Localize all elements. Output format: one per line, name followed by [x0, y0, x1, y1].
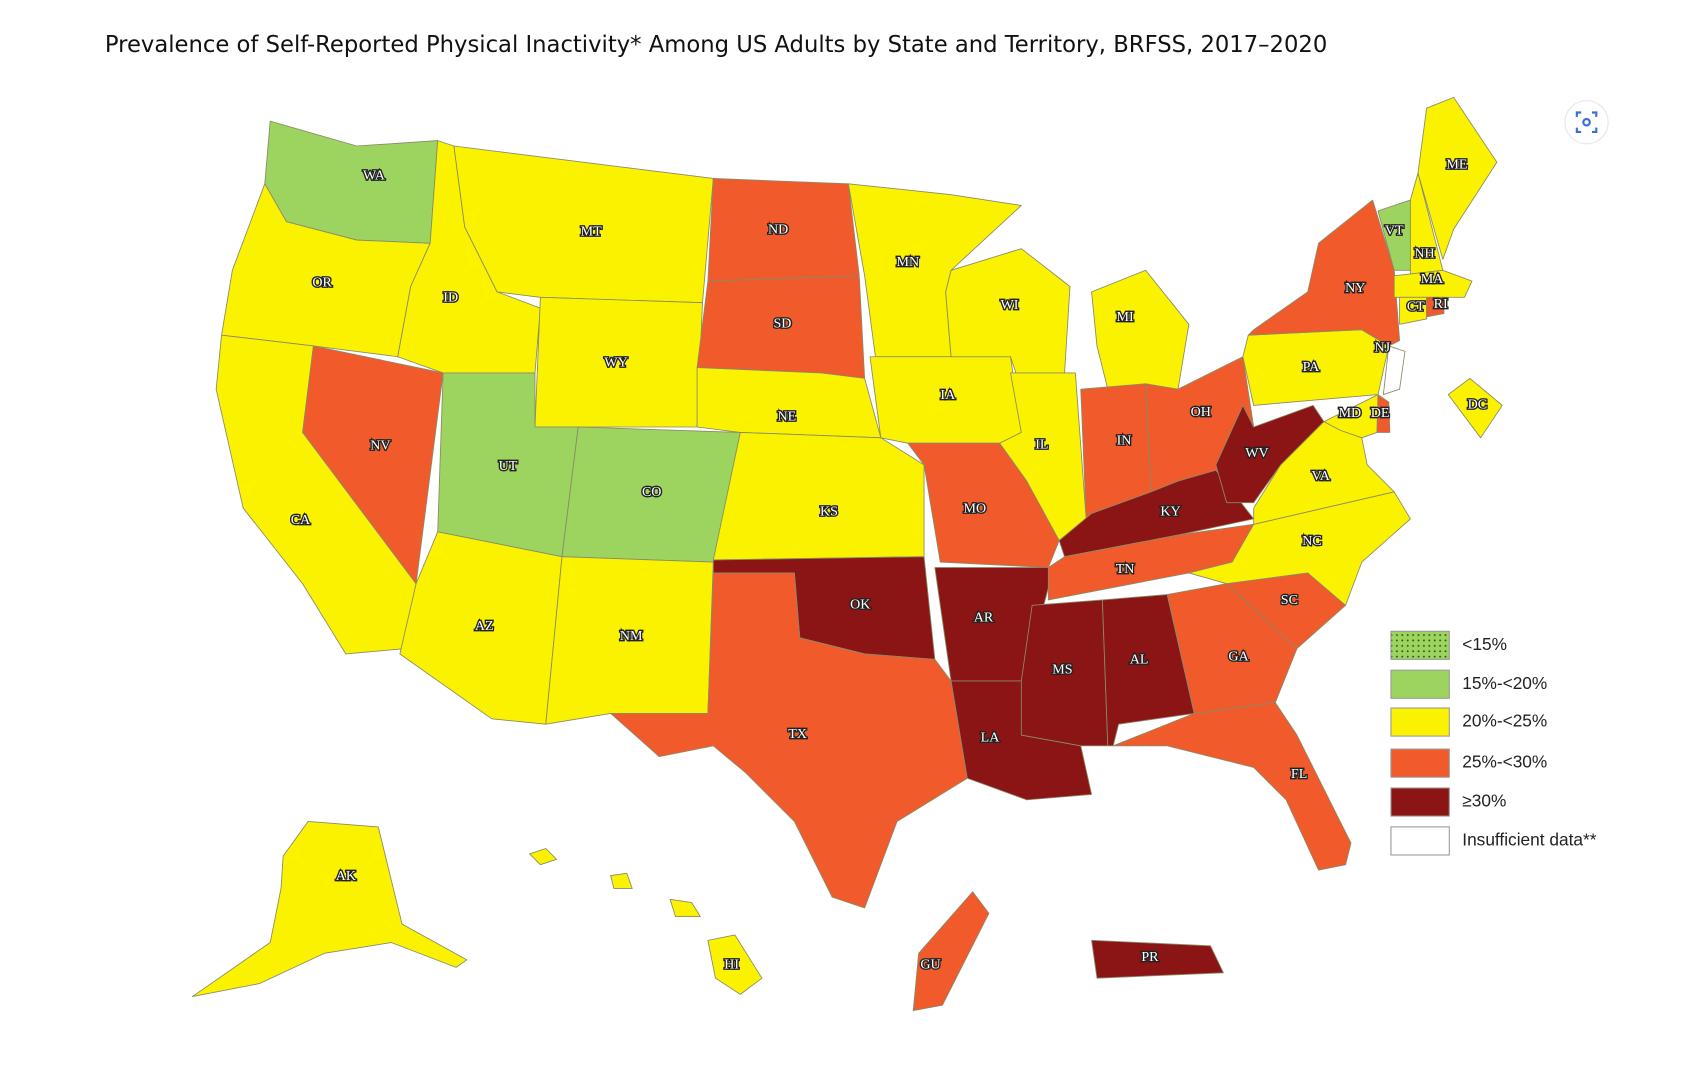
state-label: HI	[724, 956, 739, 972]
state-shape	[1447, 377, 1503, 439]
state-label: NV	[370, 438, 390, 454]
legend-swatch	[1390, 748, 1450, 778]
state-label: ME	[1446, 157, 1467, 173]
legend-label: Insufficient data**	[1462, 830, 1596, 850]
state-shape	[712, 431, 925, 561]
state-shape	[1091, 939, 1224, 979]
state-shape	[1247, 199, 1401, 347]
state-label: OH	[1191, 404, 1211, 420]
state-label: WA	[363, 167, 386, 183]
state-shape	[912, 891, 990, 1012]
state-label: WY	[604, 354, 627, 370]
state-shape	[1323, 394, 1379, 439]
state-label: NE	[777, 408, 796, 424]
state-label: AZ	[475, 618, 494, 634]
state-label: AK	[336, 868, 356, 884]
state-shape	[696, 367, 882, 439]
state-label: IN	[1117, 432, 1132, 448]
state-shape	[1112, 702, 1352, 871]
state-label: NC	[1302, 533, 1322, 549]
legend-label: 25%-<30%	[1462, 752, 1547, 772]
state-label: FL	[1291, 766, 1307, 782]
state-label: IA	[940, 387, 956, 403]
state-label: CT	[1407, 298, 1425, 314]
state-shape	[1417, 96, 1498, 260]
state-label: LA	[981, 729, 1001, 745]
state-label: OK	[850, 597, 870, 613]
state-label: UT	[499, 458, 518, 474]
legend-label: ≥30%	[1462, 791, 1506, 811]
state-label: AR	[974, 610, 994, 626]
state-label: GU	[920, 956, 940, 972]
state-shape	[1188, 491, 1411, 606]
state-label: KY	[1160, 504, 1180, 520]
state-shape	[1393, 269, 1473, 298]
state-label: MT	[581, 224, 602, 240]
state-shape	[1399, 296, 1428, 325]
state-label: VA	[1311, 468, 1330, 484]
state-label: PR	[1141, 949, 1159, 965]
state-label: VT	[1385, 223, 1404, 239]
state-label: TX	[788, 726, 807, 742]
legend-label: <15%	[1462, 634, 1507, 654]
map-title: Prevalence of Self-Reported Physical Ina…	[105, 32, 1327, 58]
legend-swatch	[1390, 787, 1450, 817]
legend-swatch	[1390, 826, 1450, 856]
state-label: KS	[820, 504, 838, 520]
state-label: TN	[1116, 561, 1135, 577]
state-label: NJ	[1375, 339, 1391, 355]
label-layer: WA OR CA NV ID MT WY UT CO AZ NM ND SD NE KS OK TX MN IA MO…	[289, 155, 1488, 974]
state-shape	[1382, 345, 1406, 396]
state-label: CO	[642, 484, 662, 500]
state-label: MS	[1052, 661, 1072, 677]
state-label: PA	[1303, 359, 1321, 375]
state-layer	[191, 96, 1503, 1012]
state-shape	[1166, 583, 1298, 714]
legend: <15% 15%-<20% 20%-<25% 25%-<30% ≥30% Insuffic…	[1390, 630, 1597, 856]
state-label: OR	[312, 274, 332, 290]
state-label: WV	[1245, 445, 1268, 461]
state-label: DC	[1468, 397, 1488, 413]
state-shape	[1091, 269, 1190, 390]
legend-label: 15%-<20%	[1462, 673, 1547, 693]
state-label: NH	[1414, 245, 1434, 261]
state-label: IL	[1035, 437, 1048, 453]
state-label: ND	[768, 222, 788, 238]
state-label: AL	[1130, 652, 1149, 668]
state-label: GA	[1228, 648, 1249, 664]
state-label: MI	[1117, 309, 1134, 325]
state-label: RI	[1434, 296, 1448, 312]
state-label: SD	[774, 316, 792, 332]
state-label: NM	[620, 628, 643, 644]
legend-swatch	[1390, 630, 1450, 660]
state-label: SC	[1281, 592, 1298, 608]
state-label: WI	[1000, 297, 1018, 313]
state-label: DE	[1371, 405, 1390, 421]
legend-swatch	[1390, 669, 1450, 699]
legend-swatch	[1390, 707, 1450, 737]
state-label: NY	[1345, 280, 1365, 296]
screenshot-button[interactable]	[1564, 100, 1609, 145]
state-shape	[610, 572, 968, 909]
state-shape	[999, 372, 1087, 541]
state-shape	[191, 821, 468, 998]
state-label: CA	[291, 512, 311, 528]
state-label: MO	[964, 500, 987, 516]
state-label: MN	[897, 254, 920, 270]
state-shape	[1426, 296, 1445, 318]
state-label: MD	[1339, 405, 1362, 421]
state-label: ID	[443, 290, 458, 306]
legend-label: 20%-<25%	[1462, 711, 1547, 731]
state-label: MA	[1421, 271, 1444, 287]
state-shape	[529, 848, 763, 995]
